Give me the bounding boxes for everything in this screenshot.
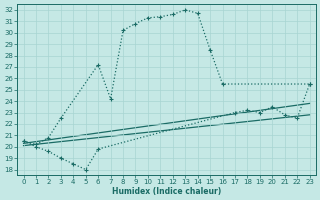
X-axis label: Humidex (Indice chaleur): Humidex (Indice chaleur): [112, 187, 221, 196]
